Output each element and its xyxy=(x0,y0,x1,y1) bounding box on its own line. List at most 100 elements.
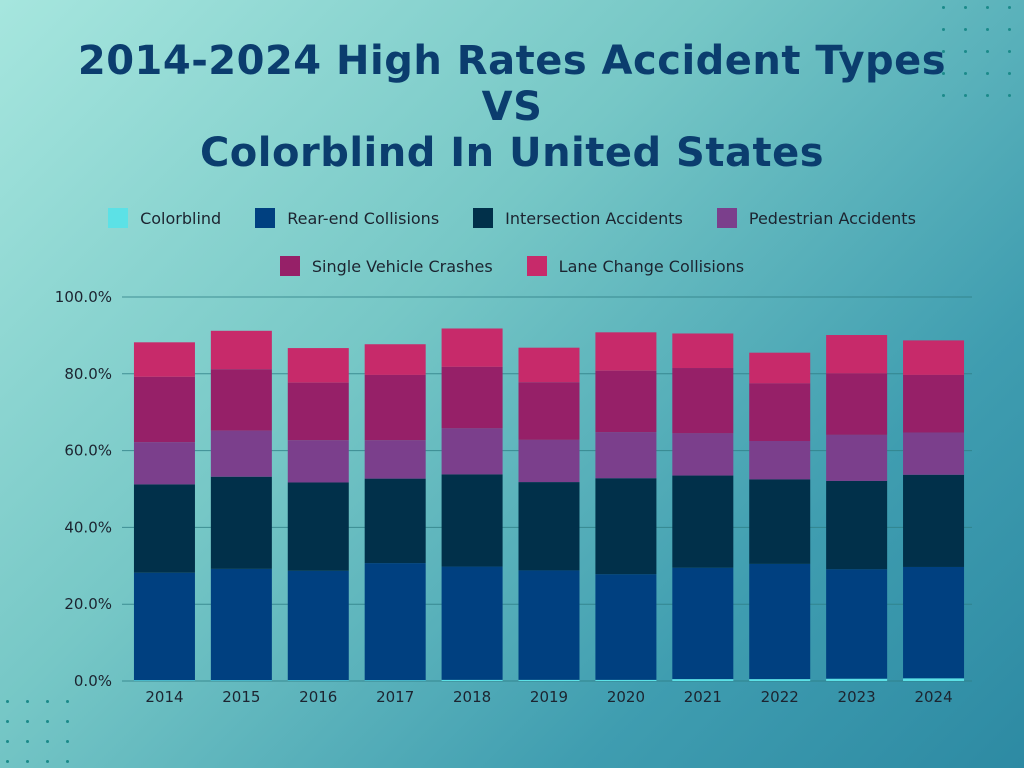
decorative-dot xyxy=(964,50,967,53)
bar-segment xyxy=(364,680,426,681)
decorative-dot xyxy=(942,28,945,31)
bar-segment xyxy=(210,568,272,681)
decorative-dot xyxy=(26,700,29,703)
bar-segment xyxy=(749,352,811,384)
bar-segment xyxy=(826,373,888,435)
bar-segment xyxy=(672,679,734,681)
chart-title: 2014-2024 High Rates Accident Types VS C… xyxy=(0,38,1024,176)
bar-segment xyxy=(287,570,349,681)
legend-label-lane-change: Lane Change Collisions xyxy=(558,256,745,276)
legend-row-1: Colorblind Rear-end Collisions Intersect… xyxy=(0,208,1024,228)
decorative-dot xyxy=(1008,28,1011,31)
bar-segment xyxy=(287,440,349,483)
y-tick-label: 60.0% xyxy=(64,442,112,460)
bar-segment xyxy=(672,333,734,369)
legend-swatch-pedestrian xyxy=(716,208,737,228)
bar-segment xyxy=(287,382,349,441)
bar-segment xyxy=(287,348,349,383)
decorative-dot xyxy=(964,94,967,97)
bar-segment xyxy=(364,478,426,564)
x-tick-label: 2019 xyxy=(530,688,568,706)
bar-segment xyxy=(595,370,657,433)
bar-segment xyxy=(133,572,195,681)
bar-segment xyxy=(441,474,503,567)
decorative-dot xyxy=(66,760,69,763)
bar-segment xyxy=(903,474,965,567)
legend-label-intersection: Intersection Accidents xyxy=(505,208,683,228)
y-tick-label: 100.0% xyxy=(55,288,112,306)
bar-segment xyxy=(595,679,657,681)
bar-segment xyxy=(903,678,965,681)
bar-segment xyxy=(672,475,734,568)
decorative-dot xyxy=(1008,94,1011,97)
bar-segment xyxy=(364,344,426,375)
bar-segment xyxy=(903,340,965,375)
decorative-dot xyxy=(964,28,967,31)
bar-segment xyxy=(672,567,734,680)
bar-segment xyxy=(903,374,965,433)
bar-segment xyxy=(133,484,195,573)
decorative-dot xyxy=(964,6,967,9)
legend-item-lane-change: Lane Change Collisions xyxy=(526,256,745,276)
bar-segment xyxy=(441,566,503,680)
bar-segment xyxy=(364,440,426,479)
bar-segment xyxy=(672,368,734,434)
decorative-dot xyxy=(6,720,9,723)
legend-label-colorblind: Colorblind xyxy=(140,208,222,228)
decorative-dot xyxy=(964,72,967,75)
bar-segment xyxy=(441,428,503,475)
decorative-dot xyxy=(942,6,945,9)
bar-segment xyxy=(210,680,272,681)
bar-segment xyxy=(749,679,811,681)
x-tick-label: 2017 xyxy=(376,688,414,706)
decorative-dot xyxy=(26,720,29,723)
y-tick-label: 40.0% xyxy=(64,518,112,536)
bar-segment xyxy=(441,679,503,681)
title-line-2: VS xyxy=(481,84,543,130)
legend-row-2: Single Vehicle Crashes Lane Change Colli… xyxy=(0,256,1024,276)
decorative-dot xyxy=(46,700,49,703)
bar-segment xyxy=(364,374,426,441)
legend-label-pedestrian: Pedestrian Accidents xyxy=(748,208,916,228)
bar-segment xyxy=(672,433,734,476)
bar-segment xyxy=(518,482,580,571)
bar-segment xyxy=(749,441,811,480)
y-tick-label: 80.0% xyxy=(64,365,112,383)
bar-segment xyxy=(595,574,657,680)
bar-segment xyxy=(903,432,965,475)
bar-segment xyxy=(133,442,195,485)
bar-segment xyxy=(287,680,349,681)
legend-label-rear-end: Rear-end Collisions xyxy=(287,208,440,228)
decorative-dot xyxy=(46,740,49,743)
bar-segment xyxy=(595,478,657,575)
bar-segment xyxy=(749,383,811,441)
bar-segment xyxy=(826,434,888,481)
title-line-3: Colorblind In United States xyxy=(199,130,825,176)
legend-swatch-rear-end xyxy=(255,208,276,228)
legend-item-colorblind: Colorblind xyxy=(108,208,221,228)
bar-segment xyxy=(749,563,811,680)
legend-item-pedestrian: Pedestrian Accidents xyxy=(716,208,916,228)
legend-item-single-vehicle: Single Vehicle Crashes xyxy=(279,256,493,276)
x-tick-label: 2016 xyxy=(299,688,337,706)
legend-label-single-vehicle: Single Vehicle Crashes xyxy=(311,256,493,276)
decorative-dot xyxy=(986,50,989,53)
decorative-dot xyxy=(46,760,49,763)
decorative-dot xyxy=(6,700,9,703)
decorative-dot xyxy=(942,72,945,75)
bar-segment xyxy=(826,480,888,570)
bar-segment xyxy=(441,328,503,367)
bar-segment xyxy=(210,476,272,569)
bar-segment xyxy=(903,566,965,679)
bar-segment xyxy=(133,376,195,443)
bar-segment xyxy=(210,369,272,431)
decorative-dot xyxy=(1008,50,1011,53)
bar-segment xyxy=(518,347,580,383)
decorative-dot xyxy=(986,94,989,97)
decorative-dot xyxy=(6,740,9,743)
legend-item-rear-end: Rear-end Collisions xyxy=(255,208,439,228)
x-tick-label: 2018 xyxy=(453,688,491,706)
decorative-dot xyxy=(66,720,69,723)
bar-segment xyxy=(210,330,272,370)
